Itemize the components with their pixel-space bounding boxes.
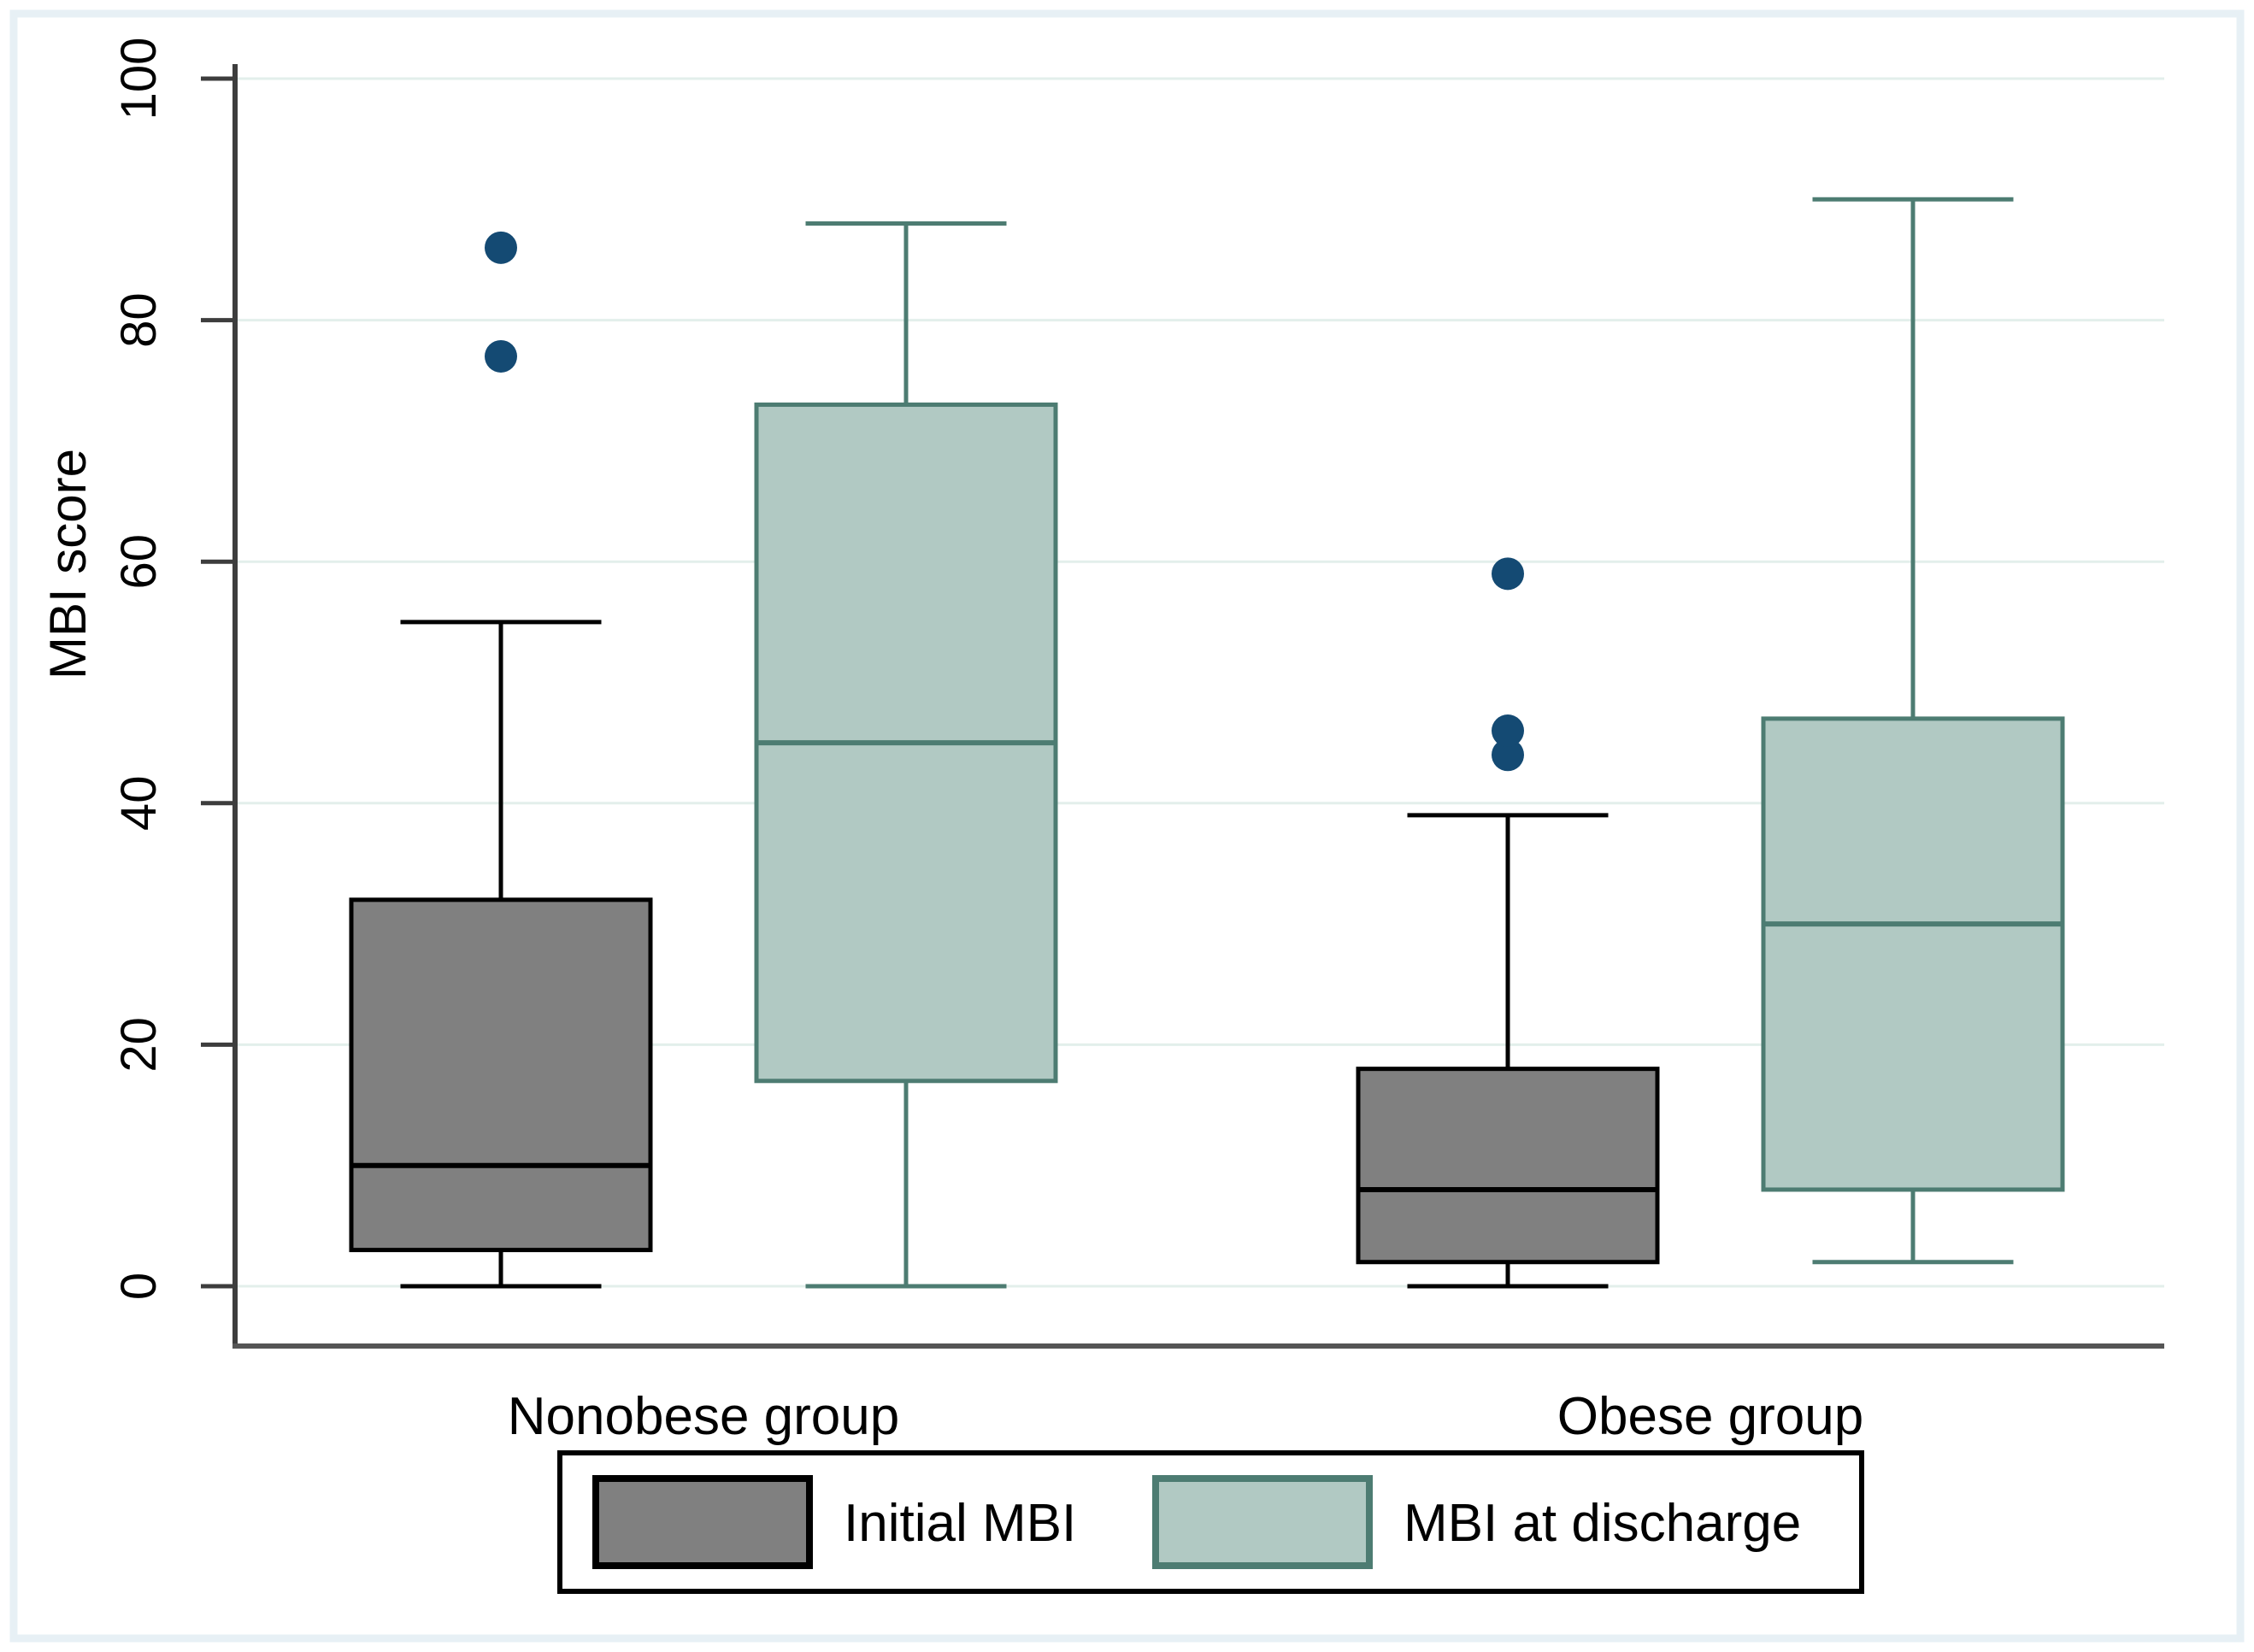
y-axis-title: MBI score [39, 449, 97, 679]
group-label-obese: Obese group [1557, 1387, 1863, 1446]
box-layer [349, 197, 2065, 1289]
y-tick-label: 0 [111, 1273, 167, 1300]
y-tick-label: 20 [111, 1017, 167, 1073]
axis-layer: 0 20 40 60 80 100 [111, 38, 2164, 1349]
gridline-layer [9, 9, 2245, 1643]
legend-label-mbi-at-discharge: MBI at discharge [1404, 1494, 1801, 1553]
legend-label-initial-mbi: Initial MBI [844, 1494, 1076, 1553]
outlier-dot [1492, 738, 1524, 772]
legend-swatch-initial-mbi [592, 1475, 813, 1569]
outlier-dot [1492, 557, 1524, 591]
legend-swatch-mbi-at-discharge [1152, 1475, 1373, 1569]
iqr-box [349, 897, 653, 1253]
outlier-dot [1492, 714, 1524, 748]
y-tick-label: 60 [111, 534, 167, 590]
y-tick-label: 80 [111, 292, 167, 348]
legend: Initial MBI MBI at discharge [557, 1450, 1864, 1594]
outlier-dot [485, 231, 517, 264]
group-label-nonobese: Nonobese group [508, 1387, 899, 1446]
y-tick-label: 100 [111, 38, 167, 121]
outlier-dot [485, 339, 517, 373]
figure-frame [9, 9, 2245, 1643]
iqr-box [1356, 1067, 1660, 1265]
iqr-box [1761, 716, 2065, 1192]
y-tick-label: 40 [111, 776, 167, 832]
